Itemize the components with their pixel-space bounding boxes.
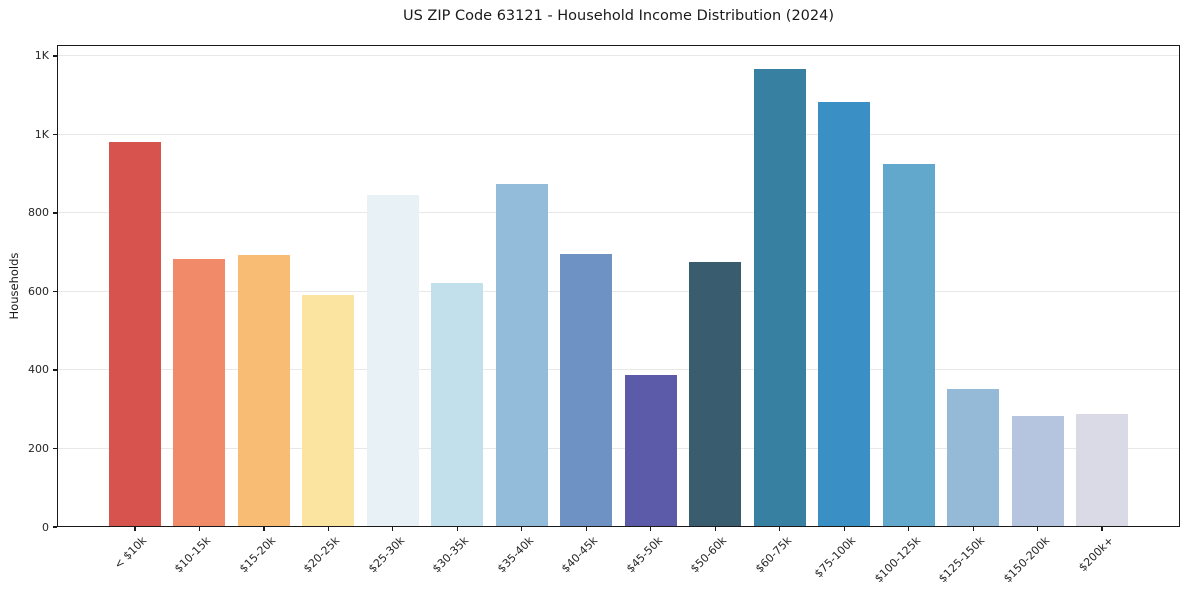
bar-150-200k: [1011, 415, 1064, 527]
x-tick-mark: [263, 527, 265, 531]
y-tick-label: 600: [28, 284, 49, 298]
bar-25-30k: [366, 195, 419, 527]
x-tick-label: $15-20k: [236, 534, 279, 576]
x-tick-label: $30-35k: [430, 534, 472, 576]
y-tick-mark: [53, 55, 57, 57]
bar-10k: [109, 142, 161, 527]
y-tick-mark: [53, 290, 57, 293]
gridline: [57, 133, 1180, 135]
gridline: [57, 369, 1180, 371]
x-tick-mark: [843, 527, 845, 531]
bar-15-20k: [237, 255, 290, 527]
x-tick-label: $25-30k: [365, 534, 408, 576]
bar-20-25k: [302, 295, 355, 527]
plot-area: [57, 45, 1180, 527]
x-tick-mark: [650, 527, 652, 531]
bar-30-35k: [431, 282, 484, 527]
bar-50-60k: [689, 262, 742, 527]
x-tick-mark: [327, 527, 329, 531]
bar-125-150k: [947, 389, 1000, 527]
bar-100-125k: [882, 163, 935, 527]
x-tick-label: $125-150k: [936, 534, 988, 586]
x-tick-label: $100-125k: [871, 534, 923, 586]
gridline: [57, 212, 1180, 214]
x-tick-label: $10-15k: [172, 534, 214, 576]
bar-45-50k: [624, 375, 677, 527]
y-tick-label: 800: [28, 206, 49, 220]
x-tick-label: $35-40k: [494, 534, 537, 576]
x-tick-label: $75-100k: [812, 534, 859, 581]
x-tick-label: $40-45k: [559, 534, 601, 576]
y-tick-label: 1K: [34, 49, 49, 63]
x-tick-mark: [779, 527, 781, 531]
bar-40-45k: [560, 254, 613, 527]
x-tick-label: < $10k: [111, 534, 150, 572]
chart-title: US ZIP Code 63121 - Household Income Dis…: [402, 8, 835, 24]
x-tick-mark: [134, 527, 136, 531]
x-tick-label: $50-60k: [688, 534, 730, 576]
x-tick-mark: [908, 527, 910, 531]
x-tick-label: $200k+: [1076, 534, 1117, 575]
gridline: [57, 290, 1180, 292]
bar-35-40k: [495, 184, 548, 527]
y-tick-label: 400: [28, 363, 49, 377]
x-tick-mark: [198, 527, 201, 531]
y-tick-label: 0: [42, 520, 49, 534]
y-tick-mark: [53, 447, 57, 450]
x-tick-mark: [972, 527, 974, 531]
x-tick-label: $20-25k: [301, 534, 343, 576]
bar-60-75k: [753, 68, 806, 527]
x-tick-label: $150-200k: [1000, 534, 1052, 586]
x-tick-mark: [585, 527, 587, 531]
x-tick-mark: [714, 527, 716, 531]
x-tick-mark: [1036, 527, 1039, 531]
bar-200k: [1076, 414, 1129, 527]
y-tick-mark: [53, 526, 57, 528]
y-tick-label: 1K: [34, 127, 49, 141]
y-tick-mark: [53, 369, 57, 371]
x-tick-label: $45-50k: [623, 534, 665, 576]
x-tick-mark: [1101, 527, 1103, 531]
x-tick-label: $60-75k: [752, 534, 794, 576]
y-tick-mark: [53, 133, 57, 136]
gridline: [57, 55, 1180, 57]
y-tick-mark: [53, 212, 57, 214]
x-tick-mark: [456, 527, 458, 531]
x-tick-mark: [521, 527, 523, 531]
gridline: [57, 447, 1180, 449]
x-tick-mark: [392, 527, 394, 531]
bar-10-15k: [173, 259, 226, 527]
y-tick-label: 200: [28, 441, 49, 455]
bar-75-100k: [818, 102, 871, 527]
